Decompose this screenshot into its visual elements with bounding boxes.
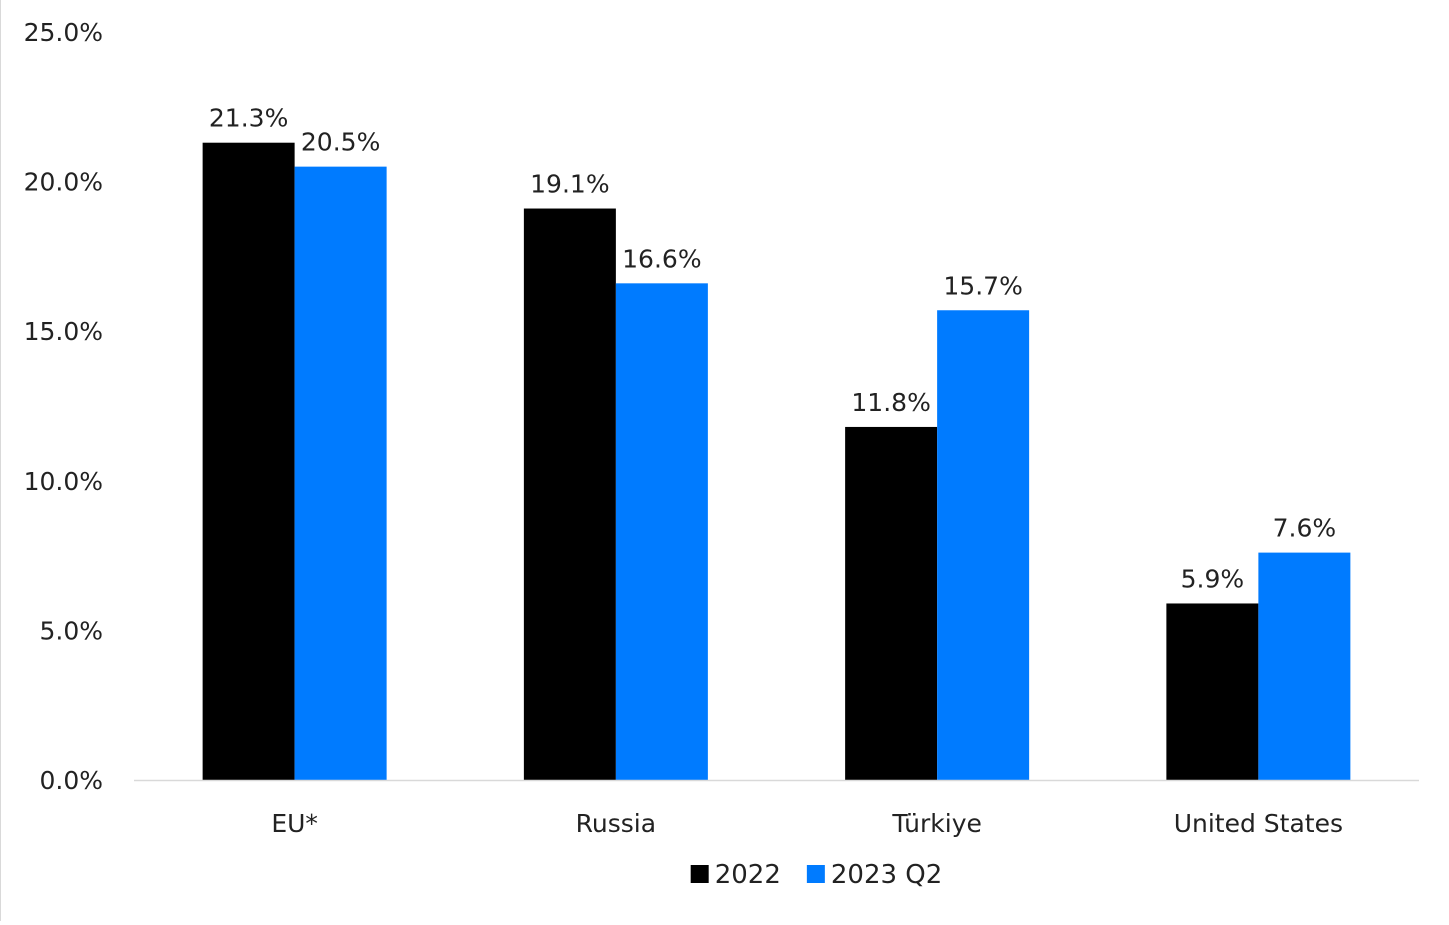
data-label: 15.7% [943,271,1022,300]
x-category-label: Türkiye [891,809,982,838]
legend-label: 2022 [715,860,781,890]
data-label: 11.8% [851,388,930,417]
bar [294,166,387,780]
data-label: 5.9% [1181,564,1245,593]
legend-swatch [806,865,825,883]
legend: 2022 2023 Q2 [690,860,942,890]
bar [523,208,616,780]
data-label: 21.3% [209,104,288,133]
data-labels-group: 21.3% 20.5% 19.1% 16.6% 11.8% 15.7% 5.9% 7.6% [209,104,1336,594]
y-tick-label: 20.0% [24,168,103,197]
legend-swatch [690,865,709,883]
bar [1258,552,1351,780]
y-tick-label: 25.0% [24,18,103,47]
bar [202,142,295,781]
bar [1166,603,1259,780]
data-label: 19.1% [530,170,609,199]
bar [845,426,938,780]
data-label: 7.6% [1273,514,1337,543]
y-tick-label: 0.0% [39,766,103,795]
x-category-label: Russia [576,809,656,838]
data-label: 16.6% [622,244,701,273]
legend-label: 2023 Q2 [831,860,942,890]
y-tick-label: 10.0% [24,467,103,496]
legend-item: 2023 Q2 [806,860,942,890]
y-tick-label: 15.0% [24,317,103,346]
x-category-label: EU* [271,809,318,838]
legend-item: 2022 [690,860,781,890]
data-label: 20.5% [301,128,380,157]
bar [937,310,1030,780]
bar [615,283,708,780]
x-axis-category-labels: EU* Russia Türkiye United States [271,809,1343,838]
bar-series-group [202,142,1351,781]
y-tick-label: 5.0% [39,616,103,645]
x-category-label: United States [1174,809,1343,838]
y-axis-ticks: 0.0% 5.0% 10.0% 15.0% 20.0% 25.0% [24,18,103,795]
